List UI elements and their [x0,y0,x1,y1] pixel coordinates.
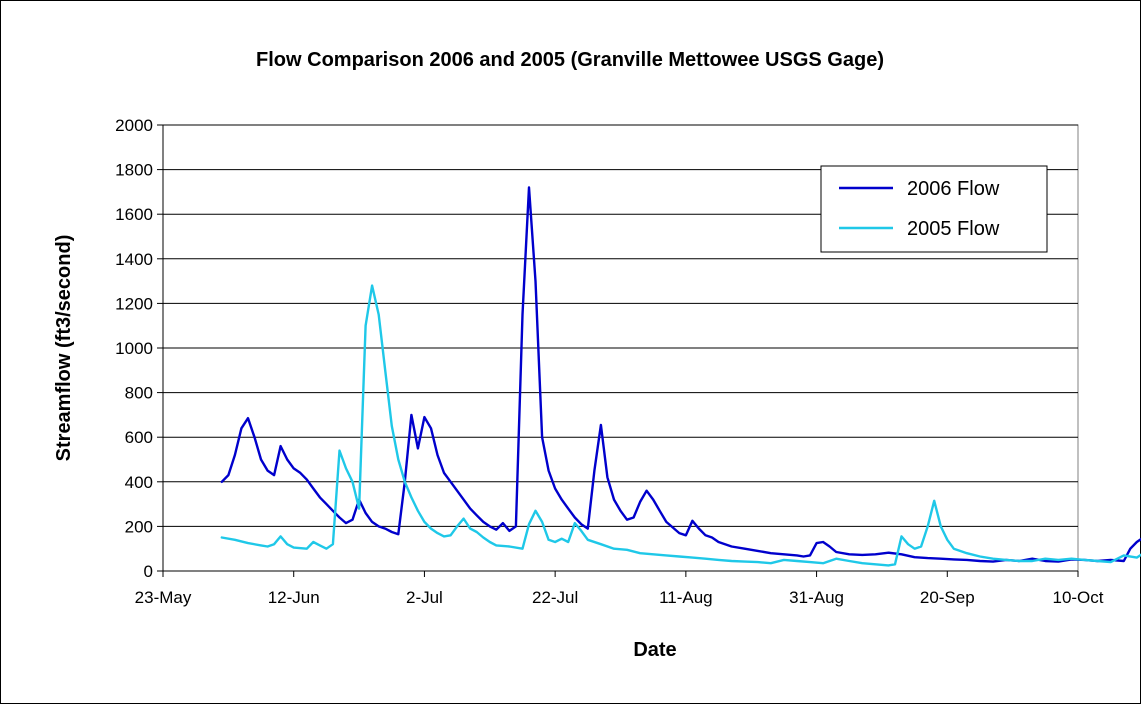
y-tick-label: 1600 [115,205,153,224]
y-tick-label: 1800 [115,161,153,180]
x-axis-title: Date [633,639,676,661]
series-line-2 [220,284,1141,567]
legend: 2006 Flow 2005 Flow [820,165,1048,253]
x-tick-label: 12-Jun [268,588,320,607]
x-tick-label: 31-Aug [789,588,844,607]
x-tick-label: 2-Jul [406,588,443,607]
y-tick-label: 400 [125,473,153,492]
x-tick-label: 20-Sep [920,588,975,607]
x-axis-ticks: 23-May 12-Jun 2-Jul 22-Jul 11-Aug 31-Aug 20-Se… [135,571,1104,607]
y-tick-label: 1200 [115,294,153,313]
series-line-1 [220,186,1141,563]
legend-box [820,165,1048,253]
y-tick-label: 600 [125,428,153,447]
legend-label: 2006 Flow [907,178,1000,200]
y-tick-label: 0 [144,562,153,581]
legend-label: 2005 Flow [907,218,1000,240]
y-tick-label: 800 [125,384,153,403]
x-tick-label: 22-Jul [532,588,578,607]
y-tick-label: 2000 [115,116,153,135]
chart-title: Flow Comparison 2006 and 2005 (Granville… [256,49,884,71]
y-tick-label: 1400 [115,250,153,269]
y-tick-label: 200 [125,517,153,536]
x-tick-label: 10-Oct [1052,588,1103,607]
x-tick-label: 11-Aug [659,588,713,607]
y-tick-label: 1000 [115,339,153,358]
series-lines [220,186,1141,567]
x-tick-label: 23-May [135,588,192,607]
y-axis-ticks: 0 200 400 600 800 1000 1200 1400 1600 1800 2000 [115,116,163,581]
y-axis-title: Streamflow (ft3/second) [53,235,75,462]
